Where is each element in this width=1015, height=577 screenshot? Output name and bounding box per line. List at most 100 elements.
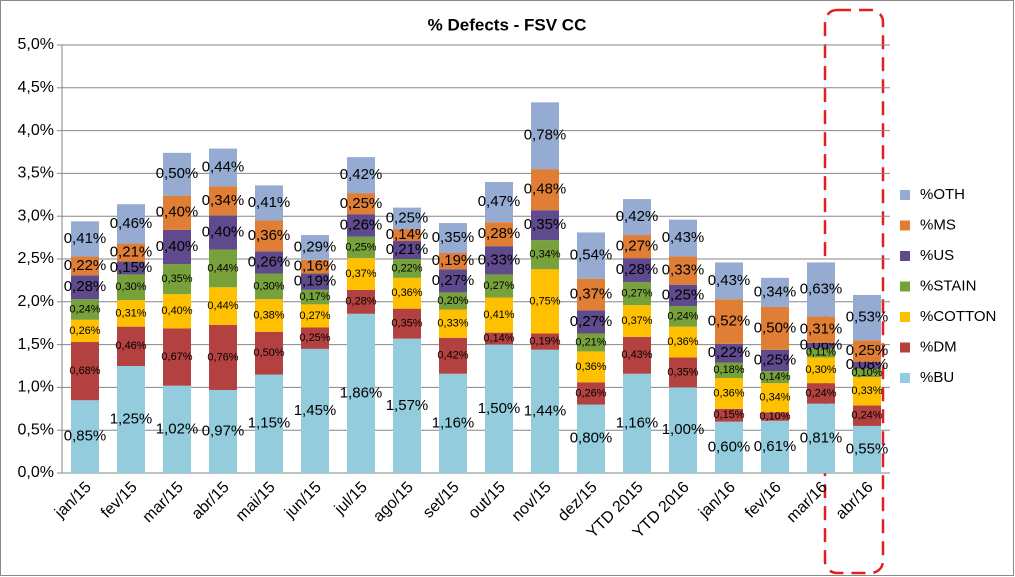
bar-segment [485,344,513,473]
data-label: 0,36% [713,387,744,399]
data-label: 1,15% [248,415,291,432]
data-label: 0,52% [708,312,751,329]
data-label: 1,50% [478,400,521,417]
data-label: 0,47% [478,193,521,210]
data-label: 0,15% [713,409,744,421]
y-tick-label: 4,0% [18,122,54,139]
data-label: 0,14% [759,371,790,383]
data-label: 0,28% [64,278,107,295]
bar-segment [393,207,421,230]
bar-segment [761,349,789,372]
bar-segment [301,259,329,274]
legend-label: %BU [920,369,954,386]
data-label: 0,42% [340,166,383,183]
bar-segment [117,274,145,301]
data-label: 0,35% [391,318,422,330]
bar-segment [485,222,513,247]
legend-label: %STAIN [920,277,976,294]
data-label: 0,19% [529,336,560,348]
bar-segment [853,368,881,378]
bar-segment [853,294,881,341]
data-label: 0,25% [299,332,330,344]
bar-segment [807,348,835,358]
bar-segment [853,425,881,473]
data-label: 0,30% [115,281,146,293]
bar-segment [347,157,375,194]
bar-segment [255,273,283,300]
bar-segment [669,256,697,285]
y-tick-label: 4,5% [18,79,54,96]
bar-segment [485,274,513,298]
bar-segment [761,420,789,473]
bar-segment [439,292,467,310]
bar-segment [669,326,697,358]
data-label: 0,30% [253,280,284,292]
data-label: 0,35% [667,366,698,378]
bar-segment [301,235,329,260]
y-tick-label: 1,5% [18,336,54,353]
data-label: 0,17% [299,291,330,303]
legend-swatch [900,251,910,261]
bar-segment [209,249,237,288]
bar-segment [623,336,651,374]
bar-segment [531,102,559,170]
bar-segment [853,340,881,362]
bar-segment [807,383,835,404]
bar-segment [301,327,329,349]
legend-label: %US [920,247,954,264]
bar-segment [577,278,605,311]
data-label: 0,36% [667,336,698,348]
data-label: 0,24% [69,303,100,315]
bar-segment [485,246,513,275]
bar-segment [163,385,191,473]
bar-segment [715,408,743,422]
bar-segment [853,405,881,426]
data-label: 0,40% [202,223,245,240]
data-label: 0,43% [662,229,705,246]
bar-segment [439,373,467,473]
bar-segment [255,220,283,252]
data-label: 0,55% [846,440,889,457]
bar-segment [163,229,191,265]
data-label: 0,63% [800,280,843,297]
bar-segment [715,362,743,378]
bar-segment [393,338,421,473]
bar-segment [347,258,375,290]
data-label: 0,26% [69,325,100,337]
bar-segment [761,371,789,384]
legend-swatch [900,281,910,292]
chart-title: % Defects - FSV CC [428,15,587,34]
data-label: 0,27% [299,310,330,322]
bar-segment [669,387,697,473]
bar-segment [577,382,605,405]
data-label: 0,53% [846,309,889,326]
data-label: 0,11% [806,347,837,359]
data-label: 0,19% [432,252,475,269]
bar-segment [853,361,881,369]
bar-segment [669,306,697,327]
data-label: 0,44% [207,300,238,312]
data-label: 0,31% [800,321,843,338]
data-label: 0,40% [156,238,199,255]
legend-label: %OTH [920,186,965,203]
data-label: 0,44% [207,262,238,274]
data-label: 0,33% [662,262,705,279]
data-label: 0,24% [805,387,836,399]
data-label: 1,57% [386,397,429,414]
data-label: 0,26% [248,253,291,270]
bar-segment [71,256,99,276]
bar-segment [163,264,191,295]
y-tick-label: 2,5% [18,250,54,267]
bar-segment [255,299,283,332]
bar-segment [531,333,559,350]
data-label: 0,36% [575,361,606,373]
data-label: 0,54% [570,247,613,264]
data-label: 0,33% [851,385,882,397]
data-label: 0,97% [202,422,245,439]
bar-segment [209,215,237,250]
bar-segment [669,357,697,388]
bar-segment [853,377,881,406]
data-label: 0,76% [207,351,238,363]
data-label: 0,41% [248,194,291,211]
